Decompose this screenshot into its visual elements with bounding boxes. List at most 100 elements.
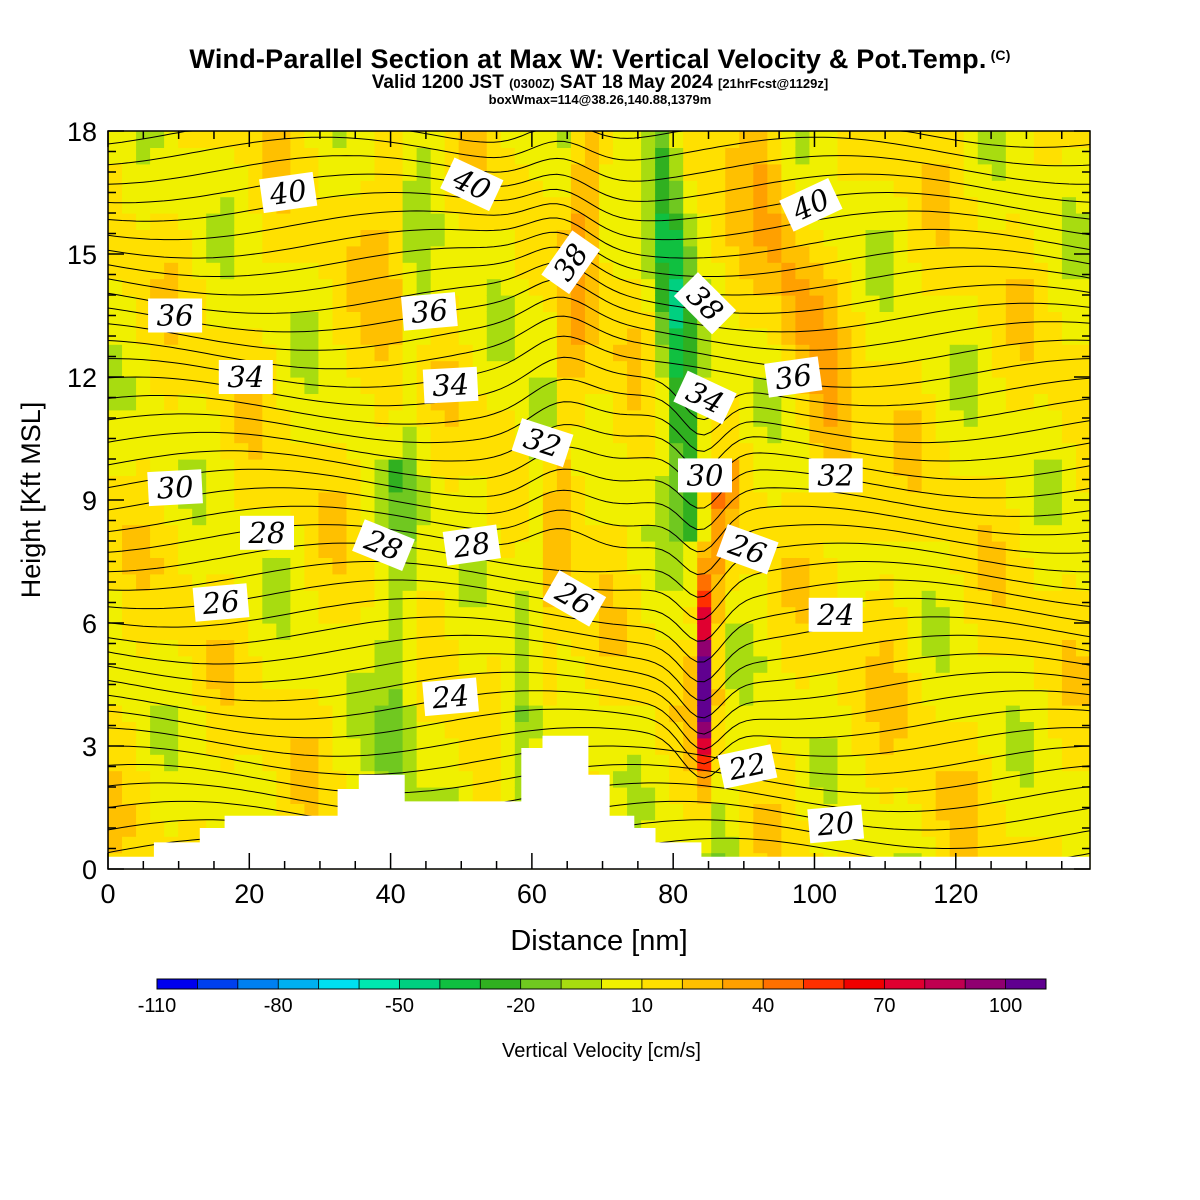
velocity-cell xyxy=(122,131,137,148)
velocity-cell xyxy=(893,655,909,673)
velocity-cell xyxy=(528,573,544,591)
velocity-cell xyxy=(935,131,951,148)
velocity-cell xyxy=(991,623,1007,640)
velocity-cell xyxy=(514,459,530,476)
velocity-cell xyxy=(1047,278,1063,296)
velocity-cell xyxy=(879,311,895,329)
velocity-cell xyxy=(542,163,558,181)
velocity-cell xyxy=(921,213,937,230)
velocity-cell xyxy=(739,131,754,148)
velocity-cell xyxy=(178,131,193,148)
isentrope-line xyxy=(107,561,1091,621)
velocity-cell xyxy=(627,459,642,476)
velocity-cell xyxy=(430,623,446,640)
velocity-cell xyxy=(837,721,853,739)
velocity-cell xyxy=(977,590,993,608)
velocity-cell xyxy=(1075,147,1091,165)
velocity-cell xyxy=(977,377,993,394)
velocity-cell xyxy=(430,787,446,804)
velocity-cell xyxy=(542,672,558,690)
velocity-cell xyxy=(641,491,656,509)
velocity-cell xyxy=(725,508,740,526)
velocity-cell xyxy=(893,557,909,575)
velocity-cell xyxy=(150,541,165,558)
velocity-cell xyxy=(472,245,488,263)
velocity-cell xyxy=(374,131,390,148)
velocity-cell xyxy=(977,131,993,148)
velocity-cell xyxy=(150,344,165,362)
velocity-cell xyxy=(206,737,221,755)
velocity-cell xyxy=(318,655,334,673)
velocity-cell xyxy=(963,639,979,657)
velocity-cell xyxy=(136,836,151,854)
velocity-cell xyxy=(486,409,502,427)
velocity-cell xyxy=(332,557,348,575)
velocity-cell xyxy=(641,541,656,558)
velocity-cell xyxy=(1075,229,1091,247)
velocity-cell xyxy=(304,229,320,247)
velocity-cell xyxy=(1019,672,1035,690)
velocity-cell xyxy=(444,655,460,673)
velocity-cell xyxy=(599,623,614,640)
velocity-cell xyxy=(907,344,923,362)
velocity-cell xyxy=(683,819,698,837)
velocity-cell xyxy=(921,770,937,788)
velocity-cell xyxy=(1047,426,1063,444)
velocity-cell xyxy=(276,147,291,165)
velocity-cell xyxy=(669,557,684,575)
velocity-cell xyxy=(164,737,179,755)
velocity-cell xyxy=(697,819,712,837)
velocity-cell xyxy=(220,213,235,230)
velocity-cell xyxy=(781,180,796,198)
velocity-cell xyxy=(444,508,460,526)
velocity-cell xyxy=(248,655,263,673)
isentrope-line xyxy=(107,401,1091,452)
velocity-cell xyxy=(360,377,376,394)
velocity-cell xyxy=(697,344,712,362)
velocity-cell xyxy=(837,245,853,263)
velocity-cell xyxy=(599,491,614,509)
velocity-cell xyxy=(711,623,726,640)
y-tick-label: 9 xyxy=(82,486,97,516)
velocity-cell xyxy=(444,245,460,263)
velocity-cell xyxy=(753,163,768,181)
velocity-cell xyxy=(206,311,221,329)
velocity-cell xyxy=(388,163,404,181)
velocity-cell xyxy=(150,180,165,198)
terrain xyxy=(108,735,1090,869)
velocity-cell xyxy=(697,721,712,739)
velocity-cell xyxy=(781,344,796,362)
velocity-cell xyxy=(570,721,586,739)
velocity-cell xyxy=(1061,475,1077,493)
velocity-cell xyxy=(108,311,123,329)
velocity-cell xyxy=(753,278,768,296)
velocity-cell xyxy=(304,721,320,739)
velocity-cell xyxy=(500,426,516,444)
velocity-cell xyxy=(851,196,867,214)
velocity-cell xyxy=(108,590,123,608)
velocity-cell xyxy=(304,409,320,427)
velocity-cell xyxy=(136,737,151,755)
velocity-cell xyxy=(907,360,923,378)
velocity-cell xyxy=(262,754,277,772)
velocity-cell xyxy=(304,639,320,657)
velocity-cell xyxy=(472,278,488,296)
velocity-cell xyxy=(332,409,348,427)
velocity-cell xyxy=(332,705,348,722)
velocity-cell xyxy=(528,655,544,673)
velocity-cell xyxy=(613,393,628,411)
velocity-cell xyxy=(907,623,923,640)
velocity-cell xyxy=(949,147,965,165)
velocity-cell xyxy=(472,787,488,804)
isentrope-line xyxy=(107,487,1091,531)
velocity-cell xyxy=(641,770,656,788)
velocity-cell xyxy=(332,442,348,460)
velocity-cell xyxy=(1075,787,1091,804)
velocity-cell xyxy=(318,491,334,509)
velocity-cell xyxy=(234,409,249,427)
velocity-cell xyxy=(697,737,712,755)
velocity-cell xyxy=(753,147,768,165)
velocity-cell xyxy=(136,311,151,329)
velocity-cell xyxy=(220,754,235,772)
velocity-cell xyxy=(893,737,909,755)
